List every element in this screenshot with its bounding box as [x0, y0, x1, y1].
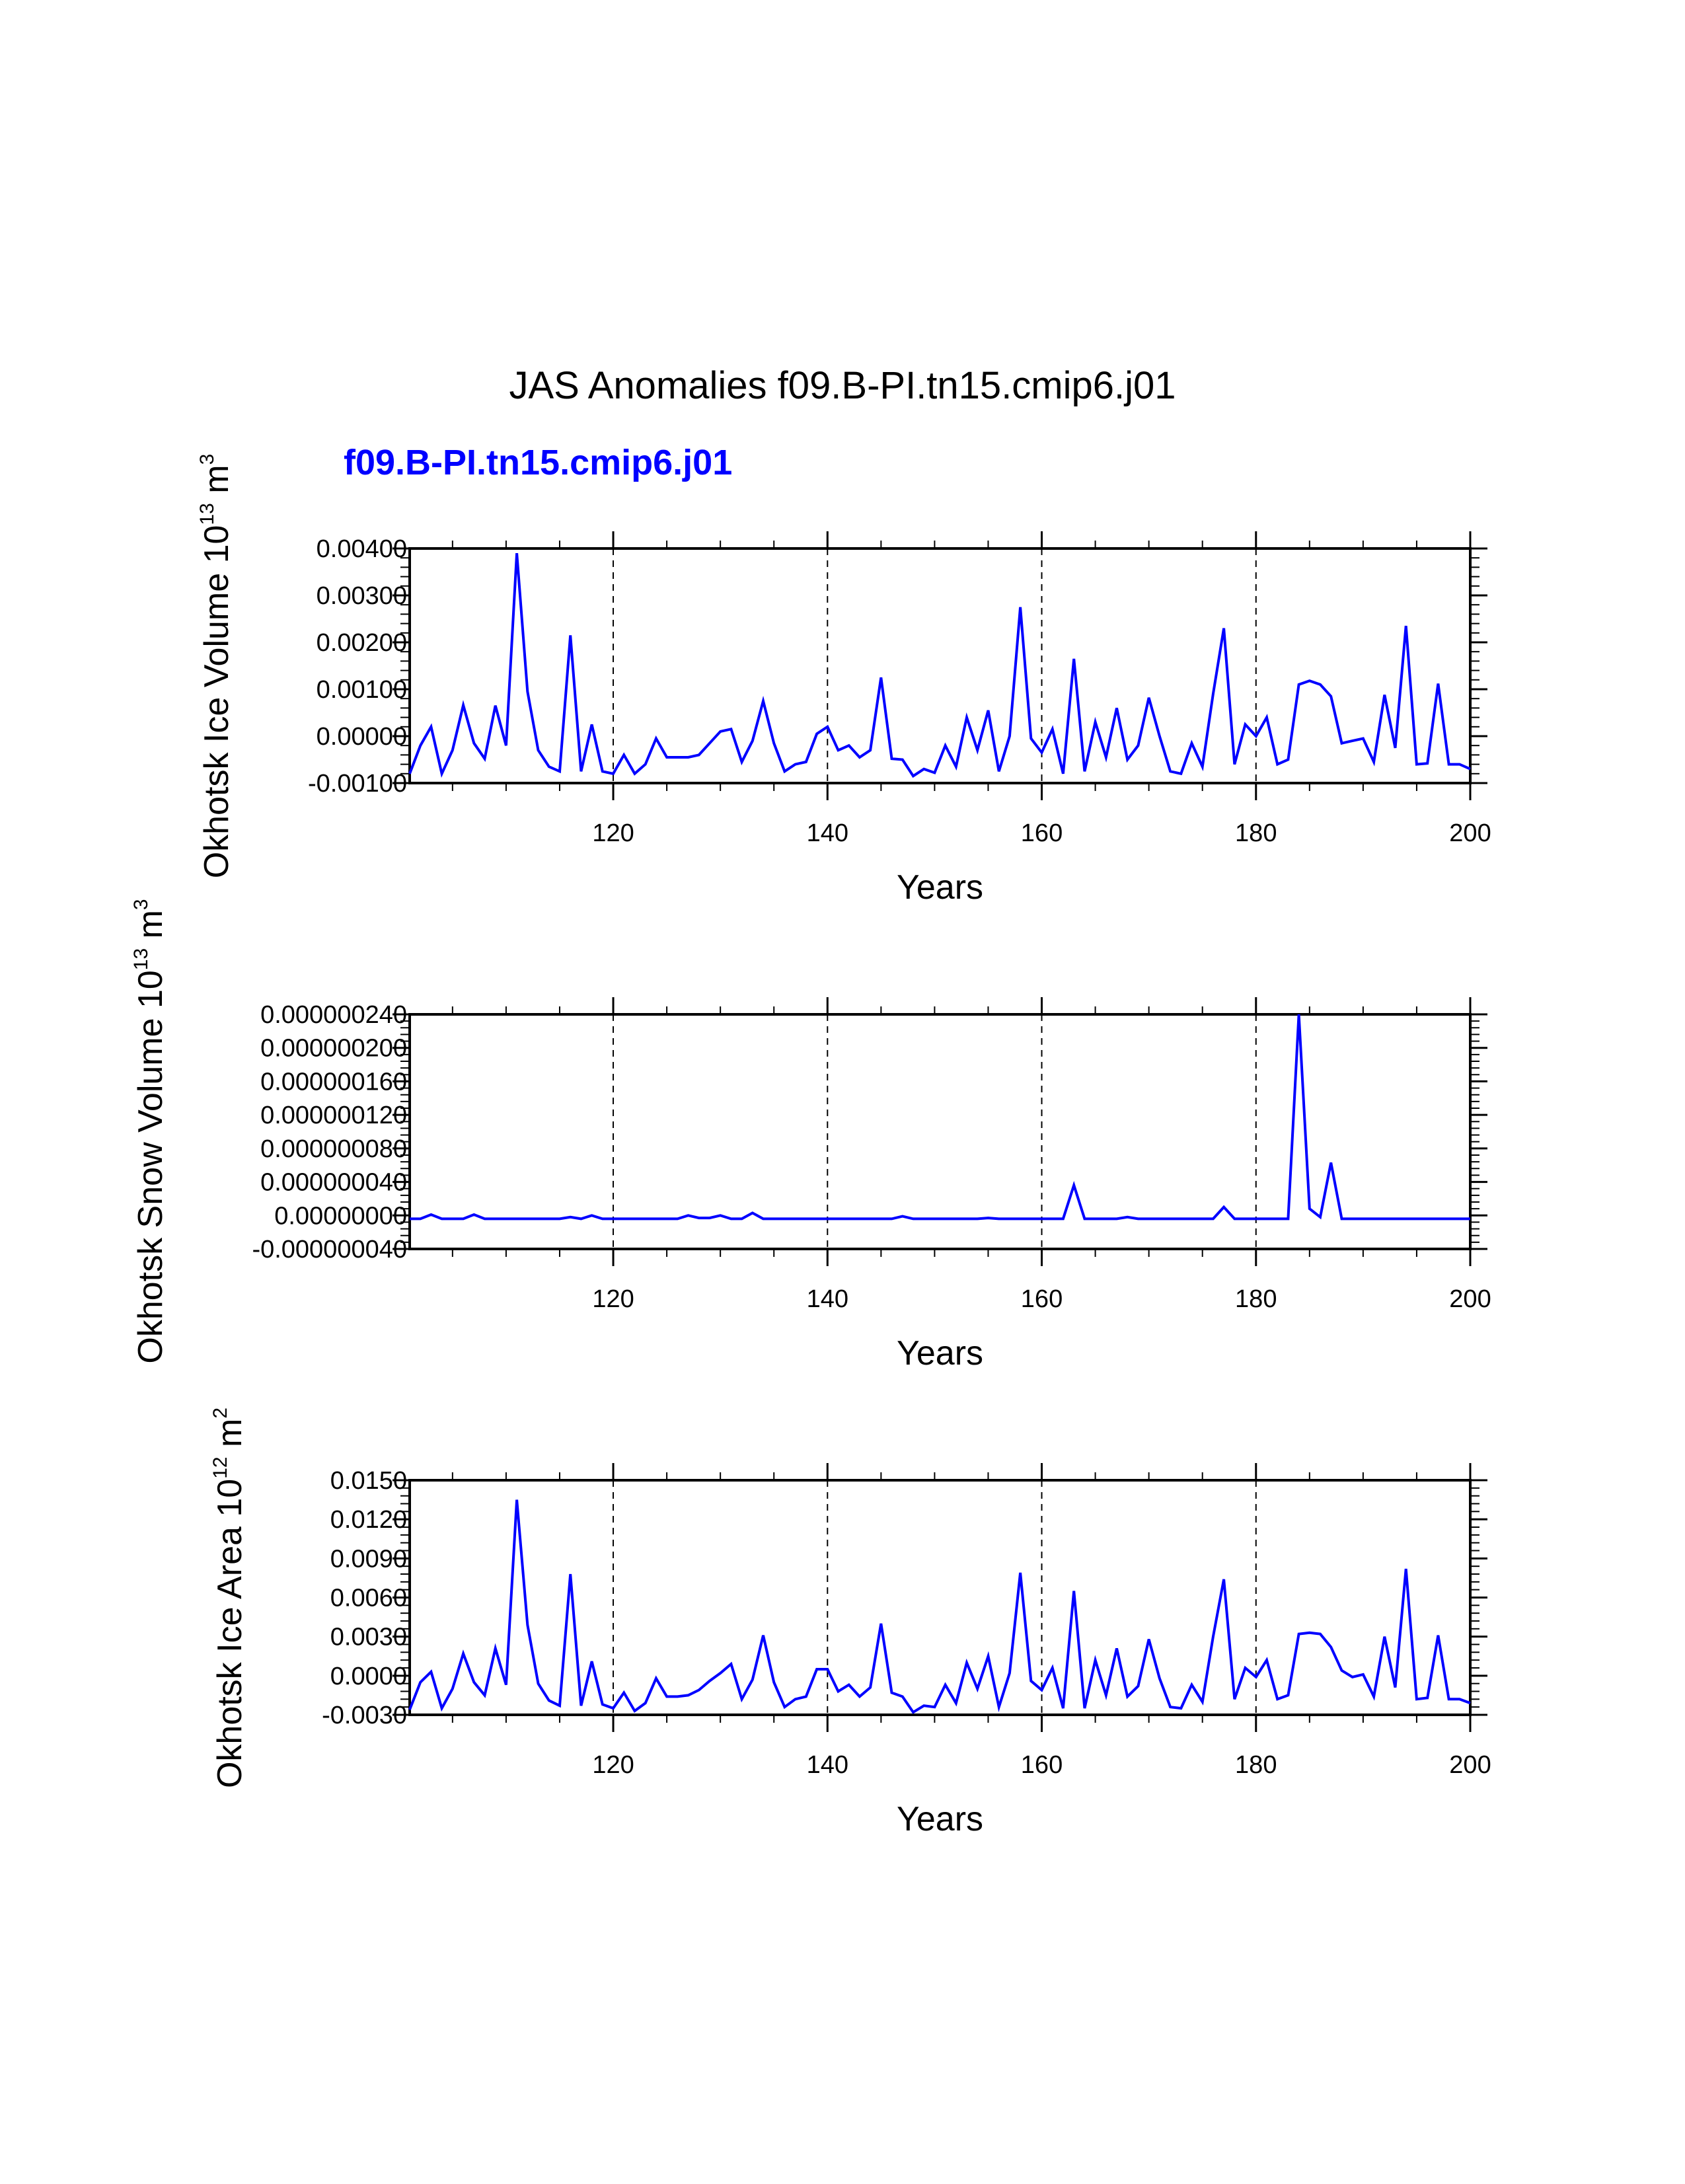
y-tick-label: 0.0120 — [330, 1506, 407, 1534]
y-axis-title-part: Okhotsk Snow Volume 10 — [131, 970, 170, 1363]
y-tick-label: 0.0150 — [330, 1467, 407, 1495]
y-axis-title-part: Okhotsk Ice Area 10 — [211, 1479, 249, 1788]
x-axis-title: Years — [897, 868, 983, 907]
y-tick-label: 0.000000080 — [260, 1135, 407, 1163]
y-tick-label: 0.00300 — [317, 582, 407, 610]
y-tick-label: 0.0000 — [330, 1663, 407, 1690]
plot-frame — [408, 547, 1472, 784]
y-tick-label: 0.00000 — [317, 723, 407, 751]
x-tick-label: 160 — [1021, 1751, 1063, 1779]
y-axis-title-part: m — [131, 910, 170, 948]
y-tick-label: -0.0030 — [322, 1702, 407, 1729]
x-tick-label: 200 — [1449, 1285, 1491, 1313]
page-title: JAS Anomalies f09.B-PI.tn15.cmip6.j01 — [509, 364, 1176, 407]
x-tick-label: 200 — [1449, 1751, 1491, 1779]
y-axis-title: Okhotsk Ice Area 1012 m2 — [209, 1408, 249, 1788]
y-tick-label: 0.00200 — [317, 629, 407, 657]
x-tick-label: 200 — [1449, 819, 1491, 847]
y-axis-title-superscript: 3 — [130, 899, 152, 910]
y-axis-title-superscript: 2 — [209, 1408, 231, 1419]
y-axis-title-part: Okhotsk Ice Volume 10 — [198, 525, 236, 879]
y-tick-label: 0.00000000 — [274, 1202, 407, 1230]
x-tick-label: 120 — [592, 1751, 634, 1779]
x-tick-label: 120 — [592, 1285, 634, 1313]
y-axis-title-superscript: 13 — [196, 503, 218, 525]
plot-frame — [408, 1013, 1472, 1250]
y-axis-title: Okhotsk Snow Volume 1013 m3 — [130, 899, 170, 1363]
y-tick-label: 0.00100 — [317, 676, 407, 704]
y-axis-title: Okhotsk Ice Volume 1013 m3 — [196, 454, 236, 879]
series-line — [410, 1014, 1470, 1221]
y-tick-label: 0.00400 — [317, 535, 407, 563]
y-axis-title-superscript: 3 — [196, 454, 218, 465]
chart-panel-2: 0.000000240 0.000000200 0.000000160 0.00000… — [130, 899, 1491, 1373]
y-tick-label: 0.000000240 — [260, 1001, 407, 1029]
chart-subtitle: f09.B-PI.tn15.cmip6.j01 — [344, 443, 732, 482]
panels-group: f09.B-PI.tn15.cmip6.j01 0.00400 0.00300 0.0… — [130, 443, 1491, 1838]
y-tick-label: 0.000000120 — [260, 1102, 407, 1129]
y-axis-title-superscript: 13 — [130, 948, 152, 970]
y-tick-label: 0.000000040 — [260, 1169, 407, 1197]
x-axis-title: Years — [897, 1800, 983, 1838]
chart-panel-1: f09.B-PI.tn15.cmip6.j01 0.00400 0.00300 0.0… — [196, 443, 1491, 907]
y-tick-label: 0.0030 — [330, 1624, 407, 1651]
x-tick-label: 160 — [1021, 1285, 1063, 1313]
y-axis-title-part: m — [198, 465, 236, 503]
y-tick-label: -0.000000040 — [252, 1236, 407, 1263]
chart-panel-3: 0.0150 0.0120 0.0090 0.0060 0.0030 0.0000 -0.0… — [209, 1408, 1491, 1838]
x-axis-title: Years — [897, 1334, 983, 1373]
y-tick-label: 0.0090 — [330, 1545, 407, 1573]
y-tick-label: -0.00100 — [308, 770, 407, 798]
x-tick-label: 160 — [1021, 819, 1063, 847]
y-tick-label: 0.0060 — [330, 1585, 407, 1612]
x-tick-label: 140 — [807, 1285, 848, 1313]
series-line — [408, 552, 1471, 778]
x-tick-label: 140 — [807, 1751, 848, 1779]
plot-frame — [408, 1479, 1472, 1716]
y-axis-title-part: m — [211, 1419, 249, 1457]
y-tick-label: 0.000000160 — [260, 1068, 407, 1096]
x-tick-label: 180 — [1235, 1285, 1277, 1313]
x-tick-label: 120 — [592, 819, 634, 847]
series-line — [408, 1499, 1471, 1714]
x-tick-label: 180 — [1235, 819, 1277, 847]
x-tick-label: 180 — [1235, 1751, 1277, 1779]
y-tick-label: 0.000000200 — [260, 1035, 407, 1063]
y-axis-title-superscript: 12 — [209, 1456, 231, 1478]
x-tick-label: 140 — [807, 819, 848, 847]
